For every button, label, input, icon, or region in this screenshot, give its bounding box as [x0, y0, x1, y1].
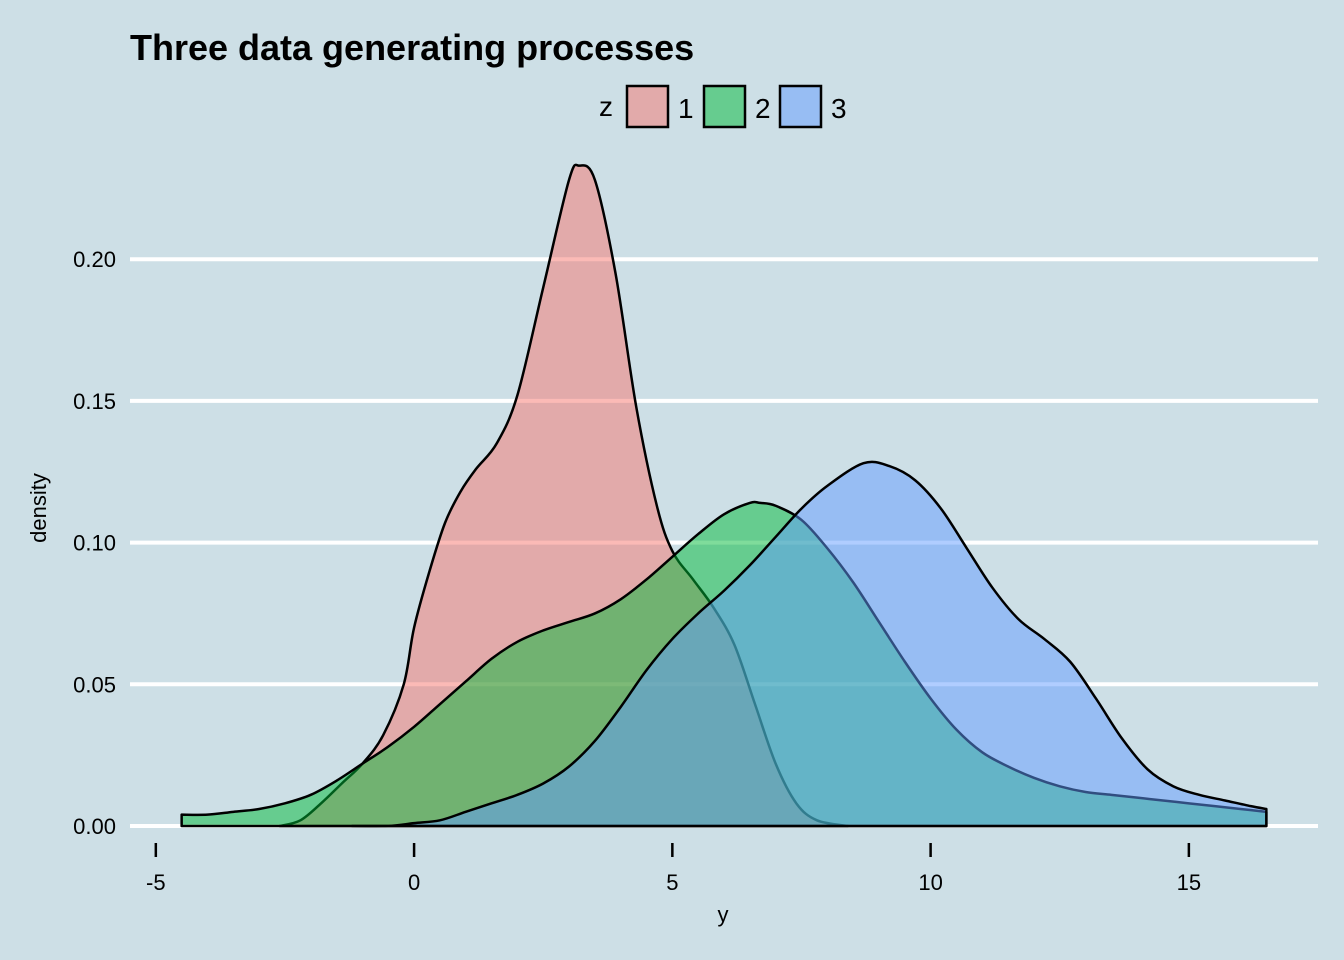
legend-key — [625, 84, 670, 129]
x-tick-label: 5 — [666, 870, 678, 895]
legend-item-z1: 1 — [625, 84, 694, 129]
legend-label: 2 — [755, 93, 771, 124]
axes: 0.00 0.05 0.10 0.15 0.20 -5 0 5 10 15 — [73, 247, 1201, 895]
x-tick-label: -5 — [146, 870, 166, 895]
y-tick-label: 0.20 — [73, 247, 116, 272]
x-tick-label: 15 — [1177, 870, 1201, 895]
legend-label: 1 — [678, 93, 694, 124]
y-tick-label: 0.00 — [73, 814, 116, 839]
legend: z 1 2 3 — [599, 84, 847, 129]
legend-key — [778, 84, 823, 129]
legend-item-z3: 3 — [778, 84, 847, 129]
y-tick-label: 0.05 — [73, 672, 116, 697]
y-axis-label: density — [26, 473, 51, 543]
density-areas — [180, 163, 1268, 828]
y-tick-label: 0.10 — [73, 531, 116, 556]
chart-title: Three data generating processes — [130, 27, 694, 68]
density-area-z3 — [350, 460, 1268, 828]
x-axis-label: y — [718, 902, 729, 927]
x-tick-label: 10 — [918, 870, 942, 895]
x-tick-label: 0 — [408, 870, 420, 895]
legend-title: z — [599, 91, 613, 122]
legend-item-z2: 2 — [702, 84, 771, 129]
legend-label: 3 — [831, 93, 847, 124]
legend-key — [702, 84, 747, 129]
y-tick-label: 0.15 — [73, 389, 116, 414]
